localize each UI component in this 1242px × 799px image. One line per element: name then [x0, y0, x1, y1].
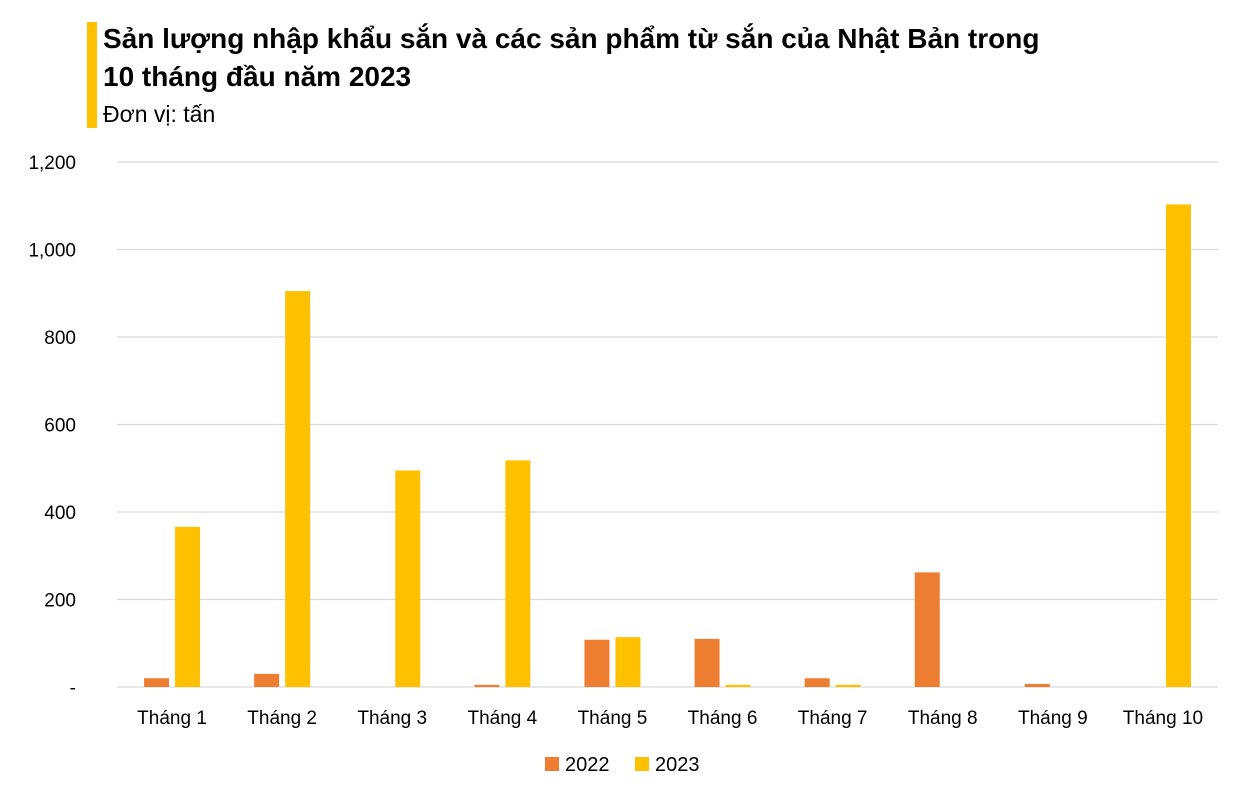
bar-2023-2: [285, 291, 311, 687]
y-tick-label: -: [70, 678, 76, 699]
bar-2023-6: [725, 684, 751, 687]
gridlines: [117, 161, 1218, 688]
bar-2022-6: [694, 638, 720, 687]
x-tick-label: Tháng 7: [798, 708, 868, 729]
bar-2023-3: [395, 470, 421, 687]
bar-2022-8: [914, 572, 940, 687]
bar-2023-4: [505, 460, 531, 687]
x-tick-label: Tháng 2: [247, 708, 317, 729]
x-tick-label: Tháng 8: [908, 708, 978, 729]
x-tick-label: Tháng 6: [688, 708, 758, 729]
x-axis-tick-labels: Tháng 1 Tháng 2 Tháng 3 Tháng 4 Tháng 5 Tháng…: [137, 708, 1203, 729]
y-tick-label: 400: [44, 503, 76, 524]
title-accent-bar: [87, 22, 97, 128]
bar-2022-5: [584, 639, 610, 687]
bar-2023-7: [835, 684, 861, 687]
legend-label-2023: 2023: [655, 754, 700, 776]
y-tick-label: 600: [44, 416, 76, 437]
chart-header: Sản lượng nhập khẩu sắn và các sản phẩm …: [103, 20, 1103, 129]
x-tick-label: Tháng 9: [1018, 708, 1088, 729]
x-tick-label: Tháng 4: [467, 708, 537, 729]
bar-2022-7: [804, 678, 830, 687]
y-tick-label: 200: [44, 591, 76, 612]
legend-swatch-2022: [545, 757, 559, 771]
bar-2022-9: [1024, 683, 1050, 687]
y-tick-label: 1,000: [28, 241, 76, 262]
bar-2022-2: [254, 673, 280, 687]
legend-label-2022: 2022: [565, 754, 610, 776]
bar-2022-1: [144, 678, 170, 687]
legend-swatch-2023: [635, 757, 649, 771]
bar-2023-10: [1165, 204, 1191, 687]
x-tick-label: Tháng 10: [1123, 708, 1203, 729]
bar-2023-1: [175, 526, 201, 687]
bars: [144, 204, 1191, 687]
bar-2022-4: [474, 684, 500, 687]
x-tick-label: Tháng 5: [578, 708, 648, 729]
chart-unit-subtitle: Đơn vị: tấn: [103, 101, 216, 127]
y-tick-label: 1,200: [28, 153, 76, 174]
y-tick-label: 800: [44, 328, 76, 349]
chart-title-line-2: 10 tháng đầu năm 2023: [103, 61, 412, 92]
chart-title-line-1: Sản lượng nhập khẩu sắn và các sản phẩm …: [103, 23, 1040, 54]
y-axis-tick-labels: - 200 400 600 800 1,000 1,200: [28, 153, 76, 699]
x-tick-label: Tháng 3: [357, 708, 427, 729]
legend: 2022 2023: [545, 754, 700, 776]
x-tick-label: Tháng 1: [137, 708, 207, 729]
bar-2023-5: [615, 637, 641, 687]
